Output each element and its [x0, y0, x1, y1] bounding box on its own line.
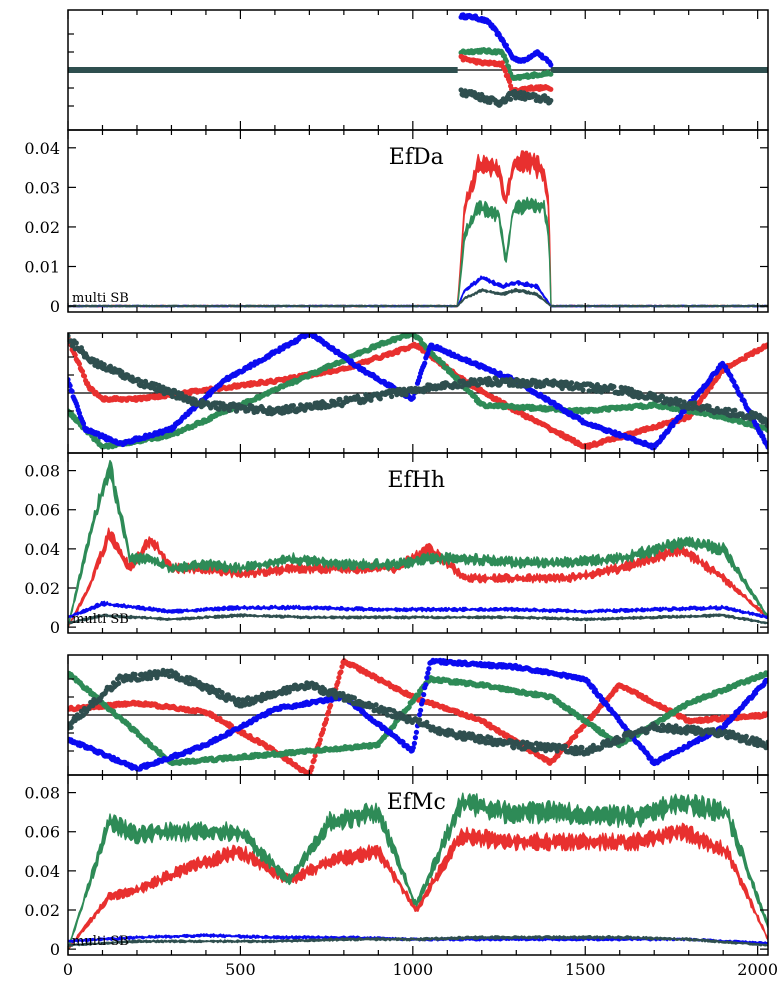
data-point: [502, 68, 508, 74]
y-tick-label: 0: [50, 297, 60, 316]
series-red: [68, 150, 768, 308]
data-point: [337, 396, 343, 402]
data-point: [541, 383, 547, 389]
y-tick-label: 0.06: [24, 501, 60, 520]
y-tick-label: 0.02: [24, 218, 60, 237]
data-point: [512, 88, 518, 95]
plot-area: [68, 333, 768, 451]
data-point: [692, 400, 698, 406]
data-point: [732, 407, 738, 413]
data-point: [368, 397, 374, 403]
data-point: [503, 58, 509, 64]
panel-annotation: multi SB: [72, 291, 129, 306]
data-point: [338, 669, 344, 675]
plot-area: [68, 150, 768, 308]
series-dark: [68, 613, 768, 625]
data-point: [611, 384, 617, 390]
data-point: [410, 395, 416, 401]
data-point: [548, 86, 554, 92]
data-point: [506, 78, 513, 85]
data-point: [726, 406, 732, 412]
series-green: [68, 196, 768, 308]
data-point: [326, 709, 332, 715]
data-point: [81, 373, 88, 379]
series-dark: [68, 287, 768, 308]
data-point: [339, 664, 345, 670]
data-point: [580, 387, 586, 393]
data-point: [335, 679, 341, 685]
y-tick-label: 0.04: [24, 139, 60, 158]
panel-efmc-phase: [67, 654, 769, 776]
series-red: [68, 527, 768, 628]
data-point: [311, 757, 317, 763]
series-red: [68, 335, 768, 450]
data-point: [738, 393, 744, 399]
plot-area: [68, 657, 768, 775]
data-point: [290, 403, 296, 409]
series-dark: [458, 87, 554, 108]
y-tick-label: 0.01: [24, 258, 60, 277]
data-point: [317, 737, 323, 743]
data-point: [422, 360, 428, 366]
y-tick-label: 0.02: [24, 579, 60, 598]
data-point: [573, 733, 579, 739]
panel-efhh-phase: [67, 332, 769, 454]
data-point: [226, 407, 232, 413]
panel-annotation: multi SB: [72, 612, 129, 627]
plot-area: [68, 459, 768, 629]
data-point: [503, 42, 509, 49]
panel-title: EfHh: [387, 468, 445, 493]
data-point: [80, 420, 87, 427]
data-point: [69, 388, 75, 394]
data-point: [169, 393, 175, 400]
series-blue: [458, 12, 554, 68]
data-point: [68, 383, 73, 389]
data-point: [76, 361, 82, 367]
data-point: [548, 71, 554, 77]
data-point: [458, 87, 464, 93]
panel-efda-phase: [67, 9, 769, 131]
data-point: [377, 396, 383, 402]
data-point: [312, 753, 318, 759]
panel-frame: [67, 452, 769, 634]
series-green: [458, 47, 554, 81]
data-point: [403, 392, 409, 398]
data-point: [586, 388, 592, 394]
data-point: [336, 675, 342, 681]
data-point: [320, 726, 326, 733]
series-green: [68, 459, 768, 629]
data-point: [568, 380, 575, 386]
y-tick-label: 0.03: [24, 178, 60, 197]
data-point: [406, 704, 412, 710]
y-tick-label: 0.04: [24, 540, 60, 559]
data-point: [79, 368, 86, 374]
data-point: [494, 378, 500, 384]
panel-frame: [67, 129, 769, 313]
data-point: [73, 340, 79, 346]
y-tick-label: 0: [50, 618, 60, 637]
data-point: [505, 64, 512, 70]
data-point: [508, 96, 514, 102]
data-point: [548, 97, 554, 104]
data-point: [548, 62, 554, 68]
data-point: [287, 408, 293, 414]
data-point: [389, 393, 395, 400]
panel-efda-amplitude: EfDa multi SB 0 0.01 0.02 0.03 0.04: [24, 129, 769, 316]
data-point: [138, 379, 144, 385]
plot-area: [68, 12, 768, 108]
panel-title: EfDa: [389, 145, 444, 170]
data-point: [685, 405, 692, 411]
data-point: [323, 716, 330, 723]
data-point: [328, 702, 334, 708]
data-point: [309, 764, 315, 770]
data-point: [487, 99, 493, 105]
series-dark: [68, 333, 768, 429]
data-point: [499, 60, 505, 66]
panel-efhh-amplitude: EfHh multi SB 0 0.02 0.04 0.06 0.08: [24, 452, 769, 637]
data-point: [677, 397, 683, 404]
series-blue: [68, 600, 768, 620]
series-blue: [68, 275, 768, 308]
y-tick-label: 0.08: [24, 462, 60, 481]
